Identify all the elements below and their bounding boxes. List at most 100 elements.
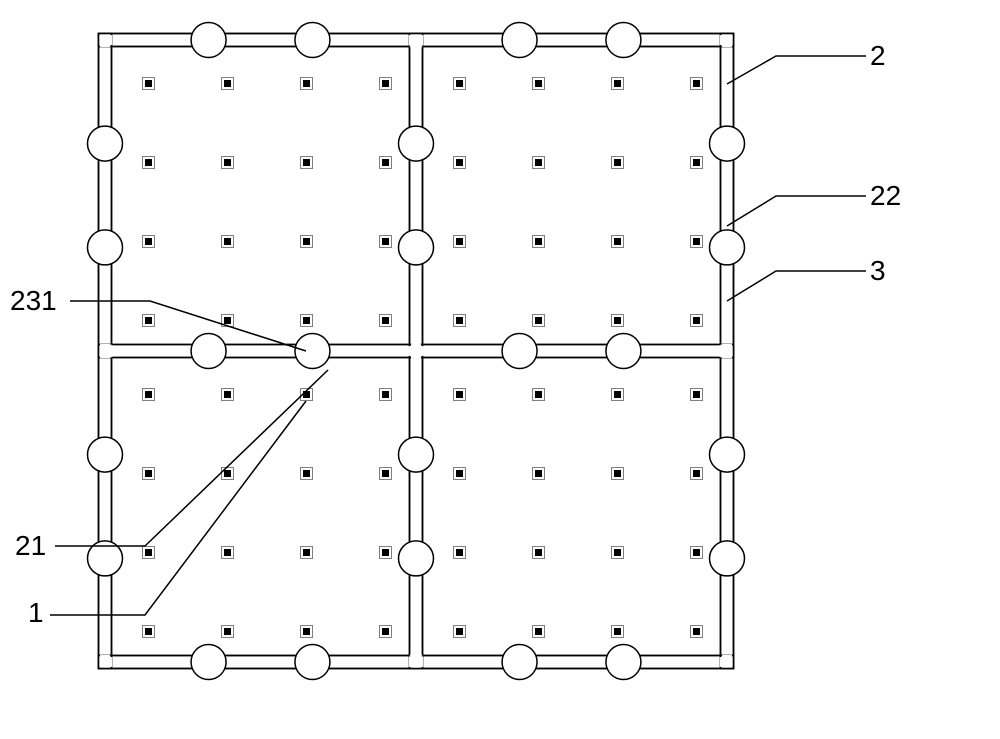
grid-square-fill: [145, 391, 152, 398]
grid-square-fill: [224, 317, 231, 324]
grid-square-fill: [456, 80, 463, 87]
grid-square-fill: [456, 470, 463, 477]
channel-junction-v: [722, 344, 732, 358]
grid-square-fill: [614, 391, 621, 398]
leader-line: [727, 196, 866, 226]
grid-square-fill: [693, 317, 700, 324]
grid-square-fill: [614, 80, 621, 87]
node-circle: [88, 230, 123, 265]
grid-square-fill: [382, 549, 389, 556]
grid-square-fill: [382, 391, 389, 398]
node-circle: [710, 230, 745, 265]
channel-junction-v: [100, 344, 110, 358]
grid-square-fill: [145, 549, 152, 556]
grid-square-fill: [224, 159, 231, 166]
grid-square-fill: [303, 470, 310, 477]
grid-square-fill: [693, 549, 700, 556]
gap-patch: [110, 345, 114, 358]
grid-square-fill: [303, 549, 310, 556]
node-circle: [606, 334, 641, 369]
grid-square-fill: [456, 628, 463, 635]
node-circle: [606, 645, 641, 680]
node-circle: [502, 645, 537, 680]
gap-patch: [719, 345, 723, 358]
node-circle: [710, 437, 745, 472]
channel-junction-v: [722, 33, 732, 47]
gap-patch: [410, 654, 423, 658]
node-circle: [606, 23, 641, 58]
grid-square-fill: [303, 317, 310, 324]
node-circle: [502, 334, 537, 369]
grid-square-fill: [614, 549, 621, 556]
grid-square-fill: [456, 391, 463, 398]
grid-square-fill: [614, 317, 621, 324]
center-open: [409, 346, 424, 356]
grid-square-fill: [303, 238, 310, 245]
node-circle: [399, 126, 434, 161]
grid-square-fill: [693, 159, 700, 166]
grid-square-fill: [614, 470, 621, 477]
gap-patch: [410, 45, 423, 49]
grid-square-fill: [224, 549, 231, 556]
node-circle: [88, 437, 123, 472]
callout-label: 1: [28, 597, 44, 628]
grid-square-fill: [614, 159, 621, 166]
grid-square-fill: [535, 317, 542, 324]
grid-square-fill: [224, 391, 231, 398]
node-circle: [191, 645, 226, 680]
grid-square-fill: [535, 159, 542, 166]
node-circle: [191, 23, 226, 58]
grid-square-fill: [224, 628, 231, 635]
grid-square-fill: [382, 628, 389, 635]
node-circle: [295, 23, 330, 58]
node-circle: [295, 334, 330, 369]
grid-square-fill: [145, 238, 152, 245]
grid-square-fill: [382, 317, 389, 324]
grid-square-fill: [303, 159, 310, 166]
grid-square-fill: [614, 238, 621, 245]
channel-junction-v: [100, 655, 110, 669]
grid-square-fill: [456, 159, 463, 166]
grid-square-fill: [303, 628, 310, 635]
leader-line: [727, 56, 866, 84]
grid-square-fill: [693, 391, 700, 398]
node-circle: [710, 126, 745, 161]
channel-junction-v: [100, 33, 110, 47]
grid-square-fill: [535, 80, 542, 87]
grid-square-fill: [693, 628, 700, 635]
grid-square-fill: [535, 628, 542, 635]
grid-square-fill: [614, 628, 621, 635]
grid-square-fill: [145, 470, 152, 477]
node-circle: [295, 645, 330, 680]
callout-label: 2: [870, 40, 886, 71]
grid-square-fill: [535, 549, 542, 556]
grid-square-fill: [382, 470, 389, 477]
leader-line: [70, 301, 306, 351]
grid-square-fill: [693, 238, 700, 245]
callout-label: 3: [870, 255, 886, 286]
grid-square-fill: [382, 238, 389, 245]
node-circle: [399, 230, 434, 265]
node-circle: [502, 23, 537, 58]
grid-square-fill: [145, 317, 152, 324]
grid-square-fill: [535, 391, 542, 398]
grid-square-fill: [456, 238, 463, 245]
callout-label: 231: [10, 285, 57, 316]
grid-square-fill: [456, 317, 463, 324]
node-circle: [710, 541, 745, 576]
grid-square-fill: [693, 470, 700, 477]
node-circle: [399, 541, 434, 576]
leader-line: [50, 401, 306, 615]
grid-square-fill: [535, 238, 542, 245]
grid-square-fill: [382, 159, 389, 166]
grid-square-fill: [693, 80, 700, 87]
grid-square-fill: [535, 470, 542, 477]
node-circle: [191, 334, 226, 369]
node-circle: [88, 126, 123, 161]
node-circle: [399, 437, 434, 472]
grid-square-fill: [224, 470, 231, 477]
grid-square-fill: [224, 238, 231, 245]
grid-square-fill: [224, 80, 231, 87]
grid-square-fill: [382, 80, 389, 87]
grid-square-fill: [303, 80, 310, 87]
